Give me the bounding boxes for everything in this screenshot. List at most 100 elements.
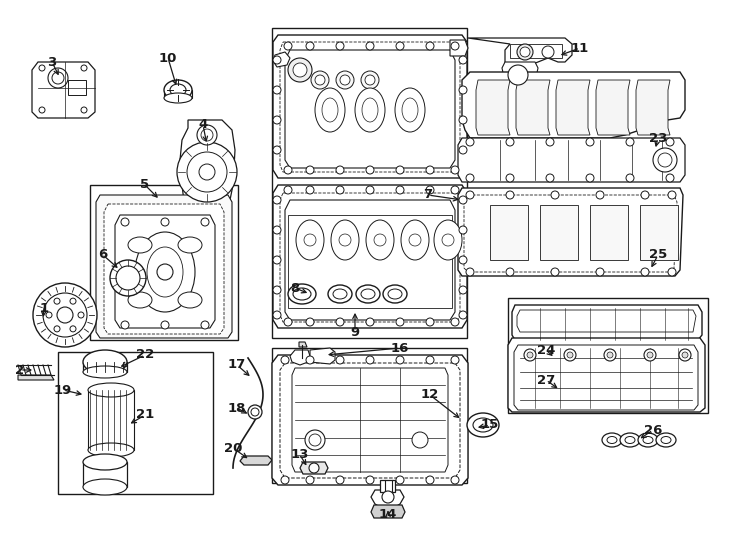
Circle shape bbox=[604, 349, 616, 361]
Circle shape bbox=[506, 268, 514, 276]
Circle shape bbox=[564, 349, 576, 361]
Circle shape bbox=[248, 405, 262, 419]
Circle shape bbox=[305, 430, 325, 450]
Circle shape bbox=[679, 349, 691, 361]
Circle shape bbox=[281, 476, 289, 484]
Circle shape bbox=[607, 352, 613, 358]
Polygon shape bbox=[514, 345, 698, 410]
Circle shape bbox=[647, 352, 653, 358]
Circle shape bbox=[78, 312, 84, 318]
Polygon shape bbox=[104, 204, 224, 334]
Circle shape bbox=[426, 318, 434, 326]
Circle shape bbox=[281, 356, 289, 364]
Polygon shape bbox=[476, 80, 510, 135]
Polygon shape bbox=[115, 215, 215, 328]
Circle shape bbox=[309, 434, 321, 446]
Circle shape bbox=[396, 166, 404, 174]
Circle shape bbox=[641, 268, 649, 276]
Circle shape bbox=[596, 191, 604, 199]
Polygon shape bbox=[468, 38, 572, 68]
Circle shape bbox=[546, 174, 554, 182]
Circle shape bbox=[451, 356, 459, 364]
Circle shape bbox=[46, 312, 52, 318]
Bar bbox=[58, 352, 213, 494]
Circle shape bbox=[396, 186, 404, 194]
Polygon shape bbox=[18, 375, 54, 380]
Circle shape bbox=[48, 68, 68, 88]
Polygon shape bbox=[464, 195, 677, 272]
Circle shape bbox=[666, 138, 674, 146]
Circle shape bbox=[116, 266, 140, 290]
Circle shape bbox=[336, 318, 344, 326]
Polygon shape bbox=[273, 185, 467, 328]
Ellipse shape bbox=[128, 292, 152, 308]
Bar bbox=[490, 205, 528, 260]
Bar bbox=[83, 462, 127, 487]
Ellipse shape bbox=[331, 220, 359, 260]
Ellipse shape bbox=[661, 436, 671, 443]
Ellipse shape bbox=[164, 80, 192, 100]
Circle shape bbox=[306, 318, 314, 326]
Ellipse shape bbox=[401, 220, 429, 260]
Text: 16: 16 bbox=[390, 341, 409, 354]
Circle shape bbox=[520, 47, 530, 57]
Ellipse shape bbox=[135, 232, 195, 312]
Polygon shape bbox=[280, 363, 460, 478]
Circle shape bbox=[626, 138, 634, 146]
Polygon shape bbox=[512, 305, 702, 340]
Circle shape bbox=[315, 75, 325, 85]
Bar bbox=[510, 44, 562, 58]
Polygon shape bbox=[32, 62, 95, 118]
Circle shape bbox=[596, 268, 604, 276]
Circle shape bbox=[524, 349, 536, 361]
Bar bbox=[380, 480, 395, 492]
Ellipse shape bbox=[88, 443, 134, 457]
Ellipse shape bbox=[333, 289, 347, 299]
Circle shape bbox=[81, 65, 87, 71]
Circle shape bbox=[54, 326, 60, 332]
Circle shape bbox=[466, 191, 474, 199]
Polygon shape bbox=[310, 348, 335, 364]
Ellipse shape bbox=[625, 436, 635, 443]
Circle shape bbox=[459, 116, 467, 124]
Circle shape bbox=[57, 307, 73, 323]
Circle shape bbox=[201, 129, 213, 141]
Circle shape bbox=[311, 71, 329, 89]
Ellipse shape bbox=[83, 350, 127, 374]
Polygon shape bbox=[450, 40, 468, 56]
Circle shape bbox=[459, 196, 467, 204]
Circle shape bbox=[551, 191, 559, 199]
Circle shape bbox=[54, 298, 60, 304]
Circle shape bbox=[187, 152, 227, 192]
Ellipse shape bbox=[395, 88, 425, 132]
Circle shape bbox=[517, 44, 533, 60]
Circle shape bbox=[641, 191, 649, 199]
Circle shape bbox=[668, 268, 676, 276]
Ellipse shape bbox=[322, 98, 338, 122]
Circle shape bbox=[366, 356, 374, 364]
Ellipse shape bbox=[383, 285, 407, 303]
Ellipse shape bbox=[656, 433, 676, 447]
Polygon shape bbox=[280, 42, 460, 172]
Circle shape bbox=[506, 191, 514, 199]
Bar bbox=[590, 205, 628, 260]
Text: 22: 22 bbox=[136, 348, 154, 361]
Circle shape bbox=[339, 234, 351, 246]
Circle shape bbox=[121, 321, 129, 329]
Polygon shape bbox=[290, 350, 310, 365]
Circle shape bbox=[451, 42, 459, 50]
Circle shape bbox=[527, 352, 533, 358]
Circle shape bbox=[336, 476, 344, 484]
Ellipse shape bbox=[620, 433, 640, 447]
Circle shape bbox=[157, 264, 173, 280]
Circle shape bbox=[409, 234, 421, 246]
Circle shape bbox=[33, 283, 97, 347]
Circle shape bbox=[366, 166, 374, 174]
Circle shape bbox=[466, 174, 474, 182]
Circle shape bbox=[70, 298, 76, 304]
Ellipse shape bbox=[288, 284, 316, 304]
Circle shape bbox=[506, 174, 514, 182]
Ellipse shape bbox=[88, 383, 134, 397]
Circle shape bbox=[273, 226, 281, 234]
Circle shape bbox=[542, 46, 554, 58]
